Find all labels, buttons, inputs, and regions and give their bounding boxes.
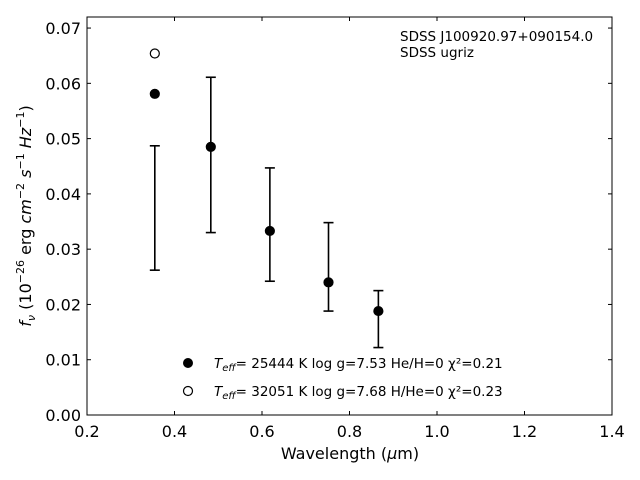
axis-ticks: 0.2 0.4 0.6 0.8 1.0 1.2 1.4 0.00 0.01 0.02 0.03 0.0… — [45, 17, 625, 441]
y-axis-label: fν (10−26 erg cm−2 s−1 Hz−1) — [14, 105, 38, 326]
model-point-filled — [205, 141, 216, 153]
y-tick-label: 0.04 — [45, 185, 81, 204]
legend-marker-open — [182, 385, 194, 397]
x-tick-label: 1.0 — [424, 422, 449, 441]
annotation-filter-set: SDSS ugriz — [400, 45, 474, 61]
y-tick-label: 0.00 — [45, 406, 81, 425]
plot-area — [86, 16, 613, 416]
legend-marker-filled — [183, 358, 193, 368]
x-axis-label: Wavelength (μm) — [281, 444, 419, 463]
x-tick-label: 1.2 — [512, 422, 537, 441]
legend-entry-1: Teff= 25444 K log g=7.53 He/H=0 χ²=0.21 — [214, 356, 503, 374]
x-tick-label: 0.8 — [337, 422, 362, 441]
y-tick-label: 0.03 — [45, 240, 81, 259]
model-point-filled — [373, 305, 384, 317]
model-point-filled — [264, 225, 275, 237]
x-tick-label: 0.4 — [162, 422, 187, 441]
model-point-open — [149, 48, 160, 59]
legend-entry-2: Teff= 32051 K log g=7.68 H/He=0 χ²=0.23 — [214, 384, 503, 402]
x-tick-label: 0.6 — [249, 422, 274, 441]
x-tick-label: 1.4 — [599, 422, 624, 441]
legend: Teff= 25444 K log g=7.53 He/H=0 χ²=0.21 … — [182, 356, 503, 402]
y-tick-label: 0.07 — [45, 19, 81, 38]
data-points — [149, 48, 384, 317]
model-point-filled — [149, 88, 160, 99]
y-tick-label: 0.05 — [45, 130, 81, 149]
y-tick-label: 0.06 — [45, 74, 81, 93]
y-tick-label: 0.01 — [45, 351, 81, 370]
model-point-filled — [323, 277, 334, 288]
x-tick-label: 0.2 — [74, 422, 99, 441]
y-tick-label: 0.02 — [45, 295, 81, 314]
error-bars — [149, 76, 384, 349]
annotation-object-name: SDSS J100920.97+090154.0 — [400, 29, 593, 45]
